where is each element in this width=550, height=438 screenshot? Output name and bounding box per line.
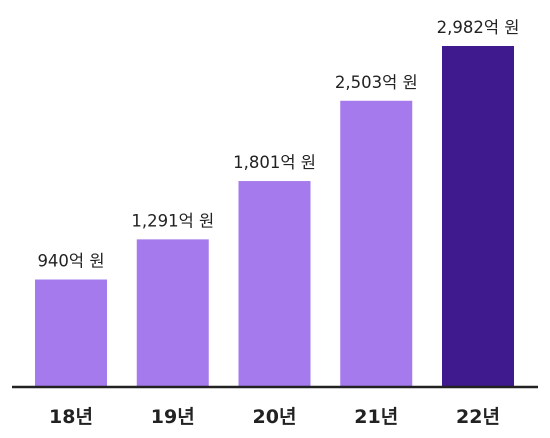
bars-group (35, 46, 514, 388)
bar-4 (442, 46, 514, 387)
x-tick-label-0: 18년 (49, 406, 93, 428)
data-label-2: 1,801억 원 (233, 153, 316, 172)
bar-3 (340, 100, 413, 388)
bar-0 (35, 279, 107, 387)
data-label-4: 2,982억 원 (437, 18, 520, 37)
data-label-3: 2,503억 원 (335, 73, 418, 92)
x-tick-label-3: 21년 (354, 406, 398, 428)
x-tick-label-4: 22년 (456, 406, 500, 428)
bar-1 (136, 239, 209, 387)
data-label-0: 940억 원 (37, 252, 104, 271)
bar-2 (238, 181, 311, 387)
x-tick-label-2: 20년 (253, 406, 297, 428)
x-tick-label-1: 19년 (151, 406, 195, 428)
x-tick-labels-group: 18년 19년 20년 21년 22년 (49, 406, 500, 428)
data-label-1: 1,291억 원 (131, 211, 214, 230)
value-labels-group: 940억 원 1,291억 원 1,801억 원 2,503억 원 2,982억 원 (37, 18, 519, 271)
